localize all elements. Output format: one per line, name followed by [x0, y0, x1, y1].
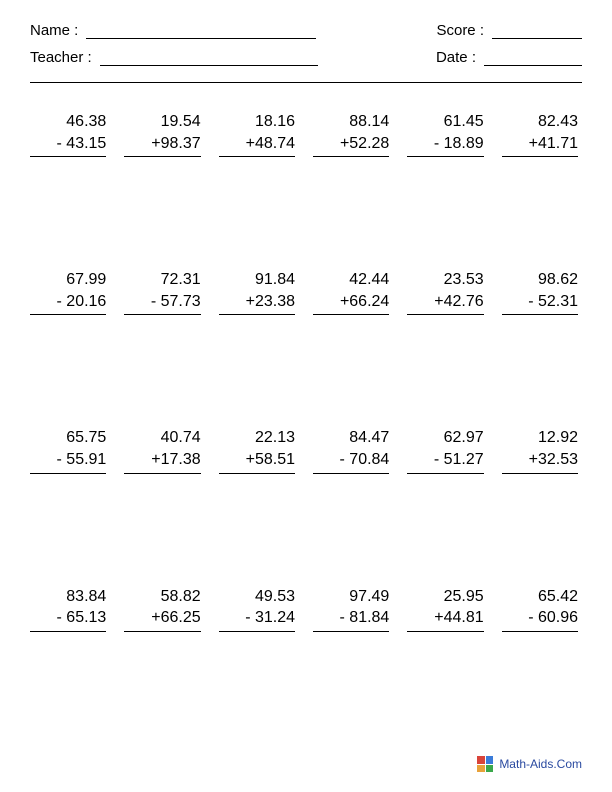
problem: 58.82+66.25	[124, 586, 204, 632]
problem-top: 49.53	[219, 586, 295, 608]
problem-bottom: - 81.84	[313, 607, 389, 632]
score-input-line[interactable]	[492, 23, 582, 39]
problem-bottom: - 57.73	[124, 291, 200, 316]
problem-top: 82.43	[502, 111, 578, 133]
problem: 42.44+66.24	[313, 269, 393, 315]
date-input-line[interactable]	[484, 50, 582, 66]
problem: 98.62- 52.31	[502, 269, 582, 315]
problem-bottom: +42.76	[407, 291, 483, 316]
problem-top: 40.74	[124, 427, 200, 449]
footer-link[interactable]: Math-Aids.Com	[499, 757, 582, 771]
problem-top: 58.82	[124, 586, 200, 608]
problem-top: 97.49	[313, 586, 389, 608]
problem-top: 61.45	[407, 111, 483, 133]
problem: 49.53- 31.24	[219, 586, 299, 632]
problem: 46.38- 43.15	[30, 111, 110, 157]
problem: 67.99- 20.16	[30, 269, 110, 315]
problem-top: 72.31	[124, 269, 200, 291]
problem-top: 12.92	[502, 427, 578, 449]
problem: 25.95+44.81	[407, 586, 487, 632]
problem: 65.42- 60.96	[502, 586, 582, 632]
problem-top: 65.75	[30, 427, 106, 449]
problems-grid: 46.38- 43.1519.54+98.3718.16+48.7488.14+…	[0, 83, 612, 632]
problem: 82.43+41.71	[502, 111, 582, 157]
problem: 40.74+17.38	[124, 427, 204, 473]
name-label: Name :	[30, 22, 78, 39]
problem-top: 65.42	[502, 586, 578, 608]
problem: 84.47- 70.84	[313, 427, 393, 473]
problem: 91.84+23.38	[219, 269, 299, 315]
header-row-2: Teacher : Date :	[30, 49, 582, 66]
problem: 22.13+58.51	[219, 427, 299, 473]
problem-top: 84.47	[313, 427, 389, 449]
problem-top: 88.14	[313, 111, 389, 133]
problem-bottom: - 20.16	[30, 291, 106, 316]
teacher-input-line[interactable]	[100, 50, 318, 66]
problem-bottom: +41.71	[502, 133, 578, 158]
score-field: Score :	[436, 22, 582, 39]
problem-bottom: - 51.27	[407, 449, 483, 474]
score-label: Score :	[436, 22, 484, 39]
problem: 12.92+32.53	[502, 427, 582, 473]
problem-top: 23.53	[407, 269, 483, 291]
problem: 88.14+52.28	[313, 111, 393, 157]
problem-top: 62.97	[407, 427, 483, 449]
problem-top: 91.84	[219, 269, 295, 291]
problem: 18.16+48.74	[219, 111, 299, 157]
name-input-line[interactable]	[86, 23, 316, 39]
problem-bottom: +66.24	[313, 291, 389, 316]
problem-bottom: +23.38	[219, 291, 295, 316]
problem-top: 42.44	[313, 269, 389, 291]
problem-top: 25.95	[407, 586, 483, 608]
problem-bottom: +98.37	[124, 133, 200, 158]
problem-top: 22.13	[219, 427, 295, 449]
problem-top: 19.54	[124, 111, 200, 133]
problem-bottom: +58.51	[219, 449, 295, 474]
problem: 72.31- 57.73	[124, 269, 204, 315]
problem: 61.45- 18.89	[407, 111, 487, 157]
date-label: Date :	[436, 49, 476, 66]
problem: 97.49- 81.84	[313, 586, 393, 632]
problem-bottom: - 60.96	[502, 607, 578, 632]
problem: 65.75- 55.91	[30, 427, 110, 473]
problem-top: 98.62	[502, 269, 578, 291]
problem-bottom: - 52.31	[502, 291, 578, 316]
problem-bottom: +32.53	[502, 449, 578, 474]
problem-bottom: +66.25	[124, 607, 200, 632]
teacher-field: Teacher :	[30, 49, 318, 66]
problem: 83.84- 65.13	[30, 586, 110, 632]
problem: 19.54+98.37	[124, 111, 204, 157]
header-row-1: Name : Score :	[30, 22, 582, 39]
problem-bottom: +48.74	[219, 133, 295, 158]
problem-bottom: - 55.91	[30, 449, 106, 474]
footer: Math-Aids.Com	[477, 756, 582, 772]
problem-top: 83.84	[30, 586, 106, 608]
problem-top: 67.99	[30, 269, 106, 291]
worksheet-header: Name : Score : Teacher : Date :	[0, 0, 612, 66]
teacher-label: Teacher :	[30, 49, 92, 66]
problem: 23.53+42.76	[407, 269, 487, 315]
problem-bottom: - 18.89	[407, 133, 483, 158]
logo-icon	[477, 756, 493, 772]
name-field: Name :	[30, 22, 316, 39]
problem-top: 18.16	[219, 111, 295, 133]
problem-bottom: - 65.13	[30, 607, 106, 632]
problem-bottom: - 70.84	[313, 449, 389, 474]
problem-bottom: +44.81	[407, 607, 483, 632]
problem-bottom: +52.28	[313, 133, 389, 158]
problem-bottom: - 43.15	[30, 133, 106, 158]
problem-bottom: +17.38	[124, 449, 200, 474]
problem-bottom: - 31.24	[219, 607, 295, 632]
date-field: Date :	[436, 49, 582, 66]
problem: 62.97- 51.27	[407, 427, 487, 473]
problem-top: 46.38	[30, 111, 106, 133]
